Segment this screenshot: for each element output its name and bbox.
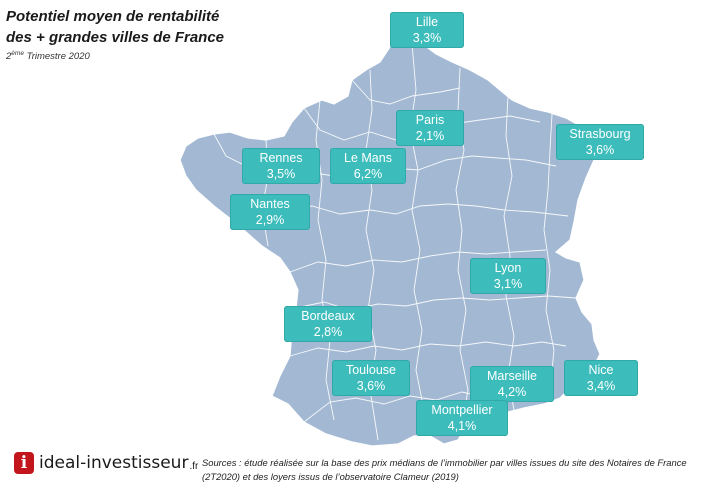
subtitle-text: Trimestre 2020	[23, 51, 90, 63]
city-name: Lyon	[494, 261, 522, 275]
map-title: Potentiel moyen de rentabilité des + gra…	[6, 6, 224, 48]
city-name: Le Mans	[344, 151, 392, 165]
city-name: Montpellier	[431, 403, 493, 417]
city-label-rennes: Rennes 3,5%	[242, 148, 320, 184]
brand-name: ideal-investisseur	[39, 453, 189, 473]
sources-note: Sources : étude réalisée sur la base des…	[202, 457, 687, 482]
subtitle-number: 2	[6, 51, 12, 63]
city-label-bordeaux: Bordeaux 2,8%	[284, 306, 372, 342]
city-value: 2,8%	[313, 325, 343, 339]
city-value: 3,4%	[586, 379, 616, 393]
city-value: 2,9%	[255, 213, 285, 227]
city-label-le-mans: Le Mans 6,2%	[330, 148, 406, 184]
title-line-2: des + grandes villes de France	[6, 29, 225, 46]
subtitle-superscript: ème	[11, 50, 24, 57]
city-name: Nice	[588, 363, 614, 377]
city-name: Nantes	[250, 197, 290, 211]
city-label-lyon: Lyon 3,1%	[470, 258, 546, 294]
city-label-toulouse: Toulouse 3,6%	[332, 360, 410, 396]
city-label-montpellier: Montpellier 4,1%	[416, 400, 508, 436]
brand-tld: .fr	[189, 460, 199, 472]
city-value: 4,2%	[497, 385, 527, 399]
brand-logo: i ideal-investisseur .fr	[14, 452, 198, 474]
city-name: Rennes	[259, 151, 303, 165]
city-label-strasbourg: Strasbourg 3,6%	[556, 124, 644, 160]
city-label-nantes: Nantes 2,9%	[230, 194, 310, 230]
city-name: Strasbourg	[569, 127, 631, 141]
city-name: Marseille	[486, 369, 537, 383]
city-value: 6,2%	[353, 167, 383, 181]
city-name: Paris	[415, 113, 445, 127]
city-label-paris: Paris 2,1%	[396, 110, 464, 146]
city-value: 4,1%	[447, 419, 477, 433]
city-value: 3,6%	[585, 143, 615, 157]
city-label-nice: Nice 3,4%	[564, 360, 638, 396]
city-label-marseille: Marseille 4,2%	[470, 366, 554, 402]
title-line-1: Potentiel moyen de rentabilité	[6, 8, 220, 25]
city-value: 3,3%	[412, 31, 442, 45]
city-name: Toulouse	[345, 363, 397, 377]
city-value: 3,1%	[493, 277, 523, 291]
city-name: Bordeaux	[301, 309, 355, 323]
city-value: 3,5%	[266, 167, 296, 181]
city-value: 2,1%	[415, 129, 445, 143]
brand-logo-icon: i	[14, 452, 34, 474]
city-value: 3,6%	[356, 379, 386, 393]
city-name: Lille	[415, 15, 439, 29]
subtitle: 2ème Trimestre 2020	[6, 50, 90, 62]
city-label-lille: Lille 3,3%	[390, 12, 464, 48]
